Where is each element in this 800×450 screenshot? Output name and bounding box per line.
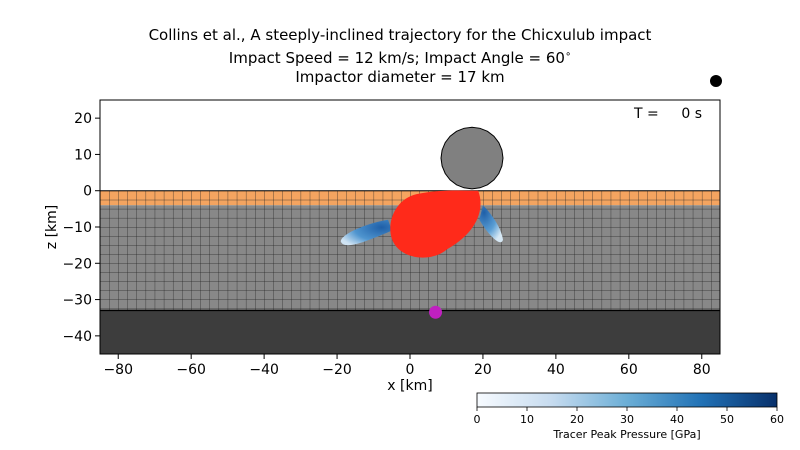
colorbar-tick-label: 40: [670, 413, 684, 426]
figure-title: Collins et al., A steeply-inclined traje…: [0, 26, 800, 87]
x-axis-label: x [km]: [387, 378, 432, 394]
colorbar-tick-label: 60: [770, 413, 784, 426]
time-value: 0 s: [681, 106, 702, 122]
impactor: [440, 126, 504, 190]
tracer-marker: [429, 305, 443, 319]
y-tick-label: −40: [62, 329, 92, 345]
high-pressure-region: [390, 190, 481, 258]
time-label: T =: [633, 106, 659, 122]
x-tick-label: 80: [693, 362, 711, 378]
y-tick-label: −30: [62, 293, 92, 309]
tracer-wing-right: [479, 205, 503, 243]
y-axis: 20 10 0 −10 −20 −30 −40: [62, 111, 100, 345]
x-tick-label: −80: [103, 362, 133, 378]
reference-dot: [710, 75, 722, 87]
x-tick-label: −40: [249, 362, 279, 378]
x-axis: −80 −60 −40 −20 0 20 40 60 80: [103, 354, 711, 378]
x-tick-label: 40: [547, 362, 565, 378]
title-line-2-text: Impact Speed = 12 km/s; Impact Angle = 6…: [228, 49, 565, 67]
colorbar-tick-label: 20: [570, 413, 584, 426]
colorbar-tick-label: 50: [720, 413, 734, 426]
y-tick-label: 20: [74, 111, 92, 127]
colorbar-ticks: 0 10 20 30 40 50 60: [474, 407, 784, 426]
colorbar: 0 10 20 30 40 50 60 Tracer Peak Pressure [GPa]: [474, 392, 784, 441]
title-line-3: Impactor diameter = 17 km: [295, 68, 505, 86]
colorbar-label: Tracer Peak Pressure [GPa]: [552, 428, 700, 441]
y-tick-label: 10: [74, 147, 92, 163]
y-tick-label: 0: [83, 184, 92, 200]
title-line-2: Impact Speed = 12 km/s; Impact Angle = 6…: [228, 49, 572, 67]
title-line-1: Collins et al., A steeply-inclined traje…: [148, 26, 652, 44]
y-axis-label: z [km]: [44, 205, 60, 249]
x-tick-label: 20: [474, 362, 492, 378]
plot-area: [100, 100, 720, 354]
y-tick-label: −20: [62, 256, 92, 272]
x-tick-label: −20: [322, 362, 352, 378]
y-tick-label: −10: [62, 220, 92, 236]
x-tick-label: 60: [620, 362, 638, 378]
mantle-layer: [100, 310, 720, 354]
x-tick-label: 0: [406, 362, 415, 378]
colorbar-gradient: [476, 392, 778, 408]
colorbar-tick-label: 0: [474, 413, 481, 426]
x-tick-label: −60: [176, 362, 206, 378]
tracer-wing-left: [340, 219, 392, 246]
colorbar-tick-label: 30: [620, 413, 634, 426]
colorbar-tick-label: 10: [520, 413, 534, 426]
